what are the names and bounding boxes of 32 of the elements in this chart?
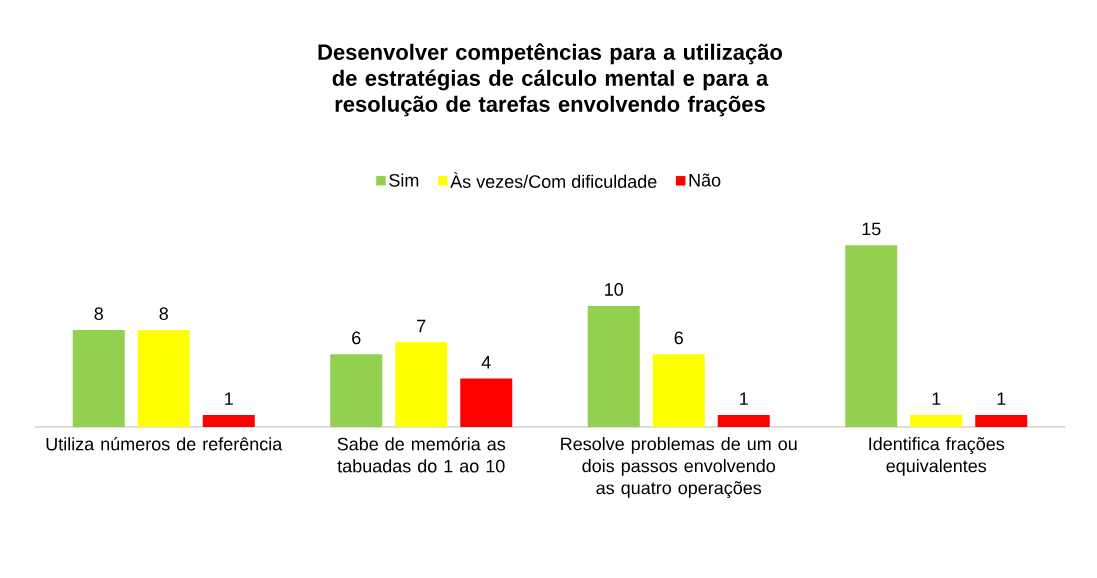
data-label: 8 xyxy=(94,307,103,321)
x-tick-label: Identifica frações equivalentes xyxy=(869,437,1005,476)
bar xyxy=(72,330,125,427)
data-label: 15 xyxy=(862,222,881,236)
bar xyxy=(202,414,255,427)
data-label: 1 xyxy=(932,392,941,405)
bar xyxy=(395,342,448,427)
bar xyxy=(652,354,705,427)
bar xyxy=(717,414,770,427)
legend-label: Às vezes/Com dificuldade xyxy=(450,172,657,188)
x-tick-label: Resolve problemas de um ou dois passos envolvendo as quatro operações xyxy=(561,437,797,498)
data-label: 4 xyxy=(481,356,491,369)
bar xyxy=(330,354,383,427)
bar xyxy=(845,245,898,427)
data-label: 6 xyxy=(674,331,683,345)
bar xyxy=(587,305,640,427)
data-label: 1 xyxy=(225,392,233,405)
chart-title: Desenvolver competências para a utilização de estratégias de cálculo mental e para a resolução de tarefas envolvendo frações xyxy=(318,43,783,117)
data-label: 1 xyxy=(740,392,748,405)
data-label: 7 xyxy=(417,319,426,333)
data-label: 8 xyxy=(159,307,168,321)
legend-label: Não xyxy=(689,173,721,187)
data-label: 1 xyxy=(997,392,1006,405)
x-tick-label: Utiliza números de referência xyxy=(46,437,283,451)
x-tick-label: Sabe de memória as tabuadas do 1 ao 10 xyxy=(337,437,506,473)
bar xyxy=(910,414,963,427)
bar xyxy=(460,378,513,427)
legend-label: Sim xyxy=(389,173,419,187)
data-label: 10 xyxy=(605,283,624,296)
bar xyxy=(137,330,190,427)
bar xyxy=(975,414,1028,427)
data-label: 6 xyxy=(352,331,361,345)
